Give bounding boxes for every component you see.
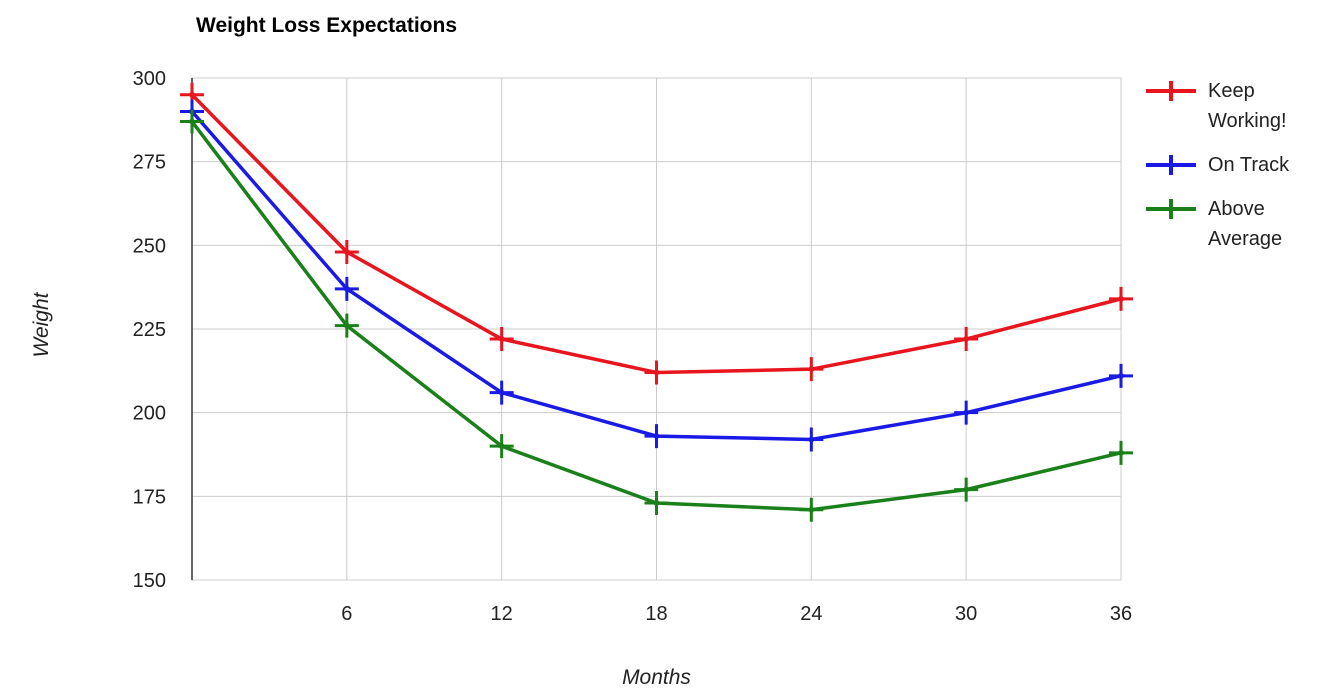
data-point-center — [962, 486, 970, 494]
legend-label: Above Average — [1208, 198, 1282, 250]
x-axis-title: Months — [0, 666, 1317, 690]
y-tick-label: 250 — [133, 235, 166, 257]
data-point-center — [653, 432, 661, 440]
data-point-center — [653, 369, 661, 377]
data-point-center — [807, 365, 815, 373]
x-tick-label: 24 — [800, 603, 822, 625]
data-point-center — [962, 409, 970, 417]
x-tick-label: 12 — [491, 603, 513, 625]
y-tick-label: 300 — [133, 68, 166, 90]
data-point-center — [962, 335, 970, 343]
legend-item-keep-working[interactable]: Keep Working! — [1146, 76, 1314, 136]
x-tick-label: 36 — [1110, 603, 1132, 625]
y-tick-label: 200 — [133, 403, 166, 425]
legend-item-on-track[interactable]: On Track — [1146, 150, 1314, 180]
data-point-center — [1117, 372, 1125, 380]
legend-swatch — [1146, 163, 1196, 167]
x-axis-title-text: Months — [622, 666, 691, 690]
x-tick-label: 30 — [955, 603, 977, 625]
legend-item-above-average[interactable]: Above Average — [1146, 194, 1314, 254]
legend-swatch — [1146, 89, 1196, 93]
x-tick-label: 6 — [341, 603, 352, 625]
data-point-center — [807, 435, 815, 443]
x-tick-label: 18 — [645, 603, 667, 625]
y-tick-label: 275 — [133, 152, 166, 174]
data-point-center — [1117, 295, 1125, 303]
y-tick-label: 225 — [133, 319, 166, 341]
y-axis-title: Weight — [30, 293, 54, 358]
legend: Keep Working! On Track Above Average — [1146, 76, 1314, 268]
legend-swatch — [1146, 207, 1196, 211]
y-tick-label: 150 — [133, 570, 166, 592]
legend-label: On Track — [1208, 154, 1289, 176]
y-tick-label: 175 — [133, 486, 166, 508]
legend-label: Keep Working! — [1208, 80, 1287, 132]
data-point-center — [807, 506, 815, 514]
data-point-center — [1117, 449, 1125, 457]
